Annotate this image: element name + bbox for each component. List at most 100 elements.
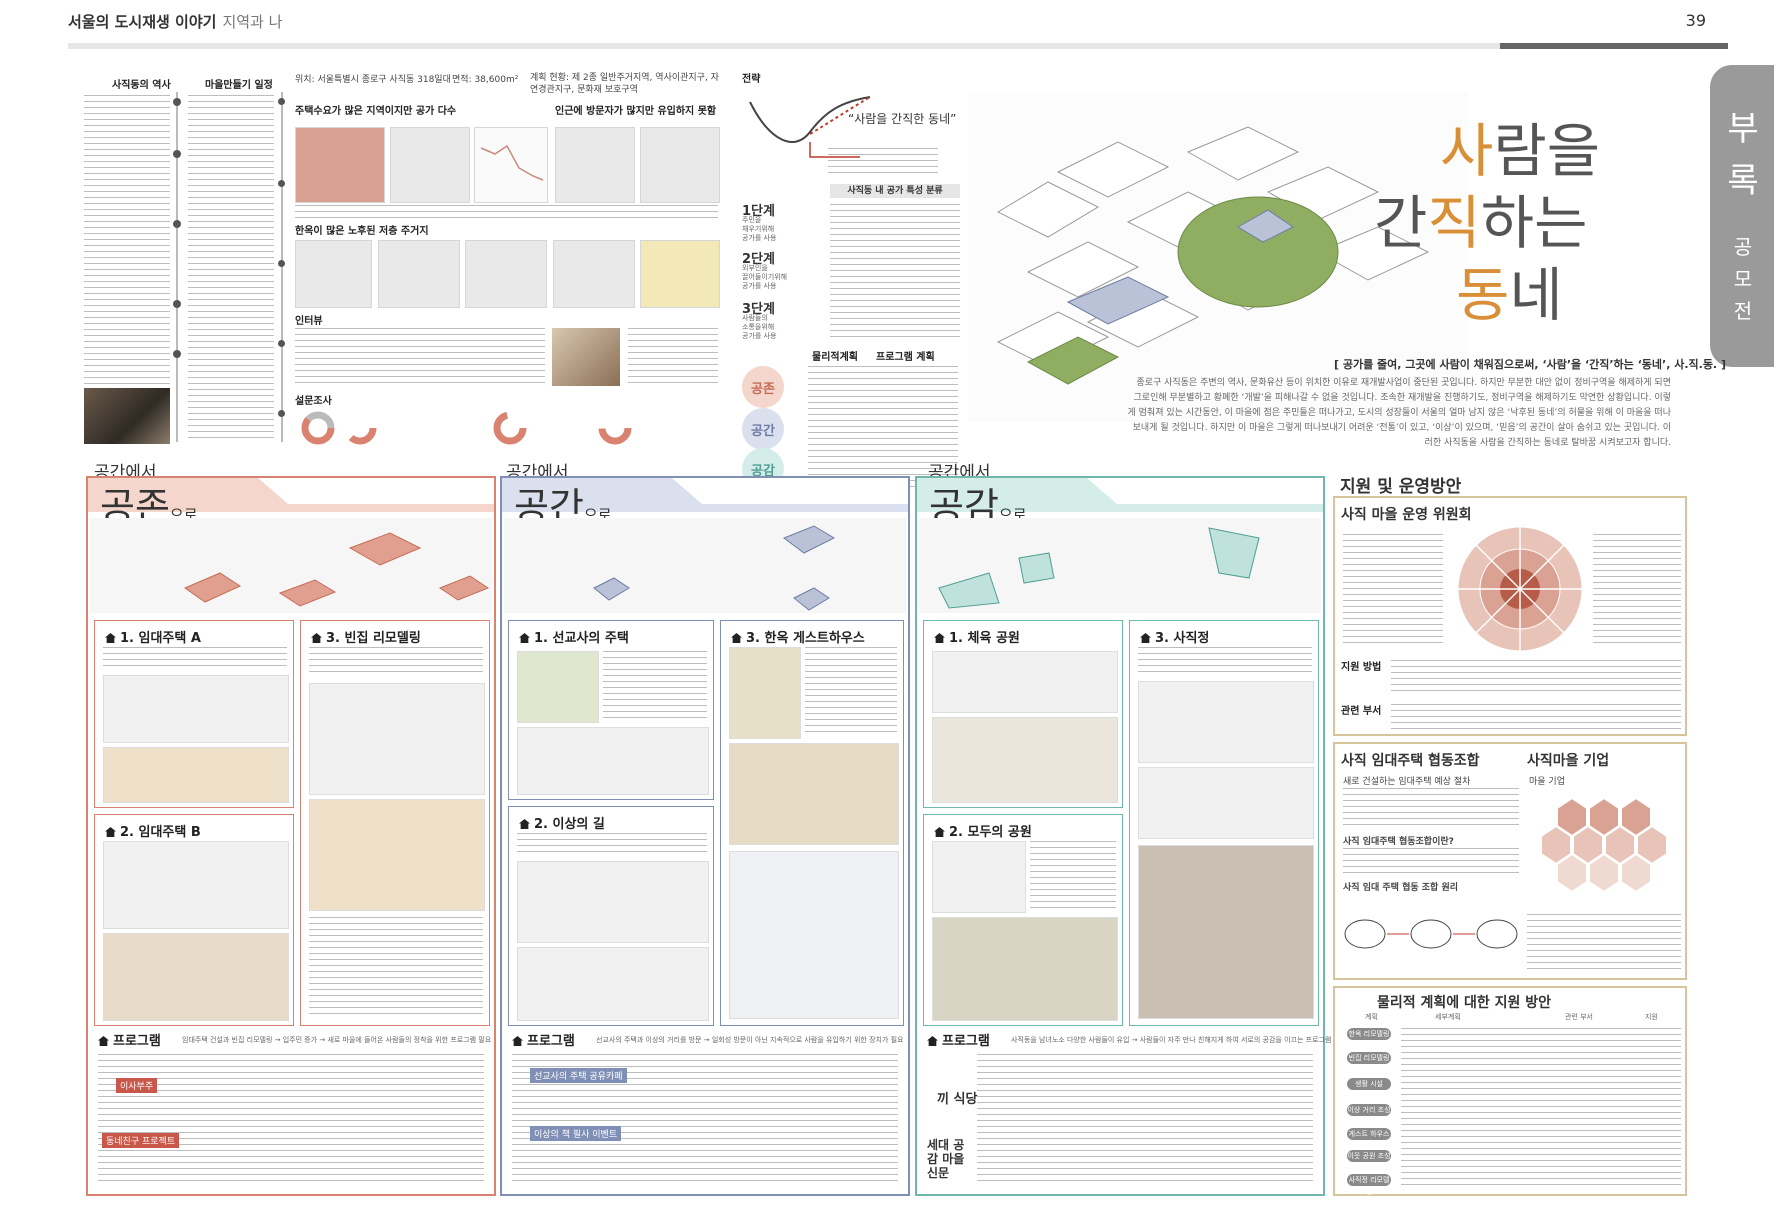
analysis-map <box>295 127 385 203</box>
park-perspective <box>932 917 1118 1021</box>
hero-title-line-3: 동네 <box>1456 261 1563 329</box>
hanok-plan-sketch <box>729 647 801 739</box>
side-tab-small-3: 전 <box>1733 299 1753 323</box>
analysis-map <box>465 240 547 308</box>
coop-title: 사직 임대주택 협동조합 <box>1341 753 1480 769</box>
book-title: 서울의 도시재생 이야기 <box>68 13 217 31</box>
running-header: 서울의 도시재생 이야기 지역과 나 <box>68 11 282 32</box>
house-icon <box>934 633 945 643</box>
analysis-section-2: 인근에 방문자가 많지만 유입하지 못함 <box>555 106 717 117</box>
sub-text <box>103 647 287 669</box>
schedule-dot <box>278 180 285 187</box>
panel1-program: 프로그램 <box>98 1030 161 1049</box>
village-schedule-title: 마을만들기 일정 <box>205 80 273 91</box>
section-sketch <box>517 727 709 795</box>
schedule-text <box>188 95 274 440</box>
house-icon <box>519 633 530 643</box>
program-label-2: 동네친구 프로젝트 <box>102 1133 180 1148</box>
schedule-dot <box>278 340 285 347</box>
coop-definition <box>1343 848 1519 874</box>
history-text <box>84 95 170 430</box>
phys-col-dept: 관련 부서 <box>1565 1013 1593 1021</box>
remodel-sketch <box>309 683 485 795</box>
program-label-1: 끼 식당 <box>937 1092 978 1107</box>
elevation-sketch <box>103 747 289 803</box>
hero-paragraph: 종로구 사직동은 주변의 역사, 문화유산 등이 위치한 이유로 재개발사업이 … <box>1127 378 1672 448</box>
trend-line <box>480 144 544 181</box>
stage-1-desc: 주민을 채우기위해 공가를 사용 <box>742 216 777 242</box>
panel-space: 공간으로 1. 선교사의 주택 2. 이상의 길 3. 한옥 게스트하우스 프로… <box>500 476 910 1196</box>
panel2-program: 프로그램 <box>512 1030 575 1049</box>
survey-title: 설문조사 <box>295 396 332 407</box>
program-label-1: 선교사의 주택 공유카페 <box>530 1068 627 1083</box>
sub-text <box>309 917 483 1017</box>
analysis-section-1: 주택수요가 많은 지역이지만 공가 다수 <box>295 106 457 117</box>
interview-title: 인터뷰 <box>295 316 323 327</box>
history-title: 사직동의 역사 <box>112 80 171 91</box>
analysis-map <box>390 127 470 203</box>
interview-text <box>628 328 718 386</box>
sub-hanok-guesthouse-title: 3. 한옥 게스트하우스 <box>746 631 865 646</box>
stage-3-desc: 사람들의 소통을위해 공가를 사용 <box>742 314 777 340</box>
analysis-map <box>555 127 635 203</box>
panel3-program: 프로그램 <box>927 1030 990 1049</box>
house-icon <box>1140 633 1151 643</box>
side-tab-big-2: 록 <box>1727 161 1759 201</box>
sub-yisang-road: 2. 이상의 길 <box>508 806 714 1026</box>
house-icon <box>105 827 116 837</box>
committee-notes <box>1343 534 1443 644</box>
floorplan-sketch <box>517 947 709 1021</box>
coop-question: 사직 임대주택 협동조합이란? <box>1343 837 1454 847</box>
phys-row-1: 한옥 리모델링 <box>1347 1028 1391 1040</box>
sub-everyone-park-title: 2. 모두의 공원 <box>949 825 1032 840</box>
panel2-header-shape <box>502 478 908 512</box>
sub-sajikjeong-title: 3. 사직정 <box>1155 631 1210 646</box>
side-tab-small-2: 모 <box>1733 267 1753 291</box>
analysis-graph <box>474 127 548 203</box>
sub-missionary-house-title: 1. 선교사의 주택 <box>534 631 629 646</box>
coop-steps <box>1343 788 1519 828</box>
village-biz-title: 사직마을 기업 <box>1527 753 1610 769</box>
site-plan-sketch <box>517 651 599 723</box>
page-number: 39 <box>1685 11 1706 30</box>
floorplan-sketch <box>103 675 289 743</box>
sub-hanok-guesthouse: 3. 한옥 게스트하우스 <box>720 620 904 1026</box>
sub-text <box>517 833 707 855</box>
sub-sports-park: 1. 체육 공원 <box>923 620 1123 808</box>
circle-coexist: 공존 <box>742 366 784 408</box>
hanok-detail-sketch <box>729 743 899 845</box>
route-map-sketch <box>1138 681 1314 763</box>
phys-row-3: 생활 시설 <box>1347 1078 1391 1090</box>
physical-support-title: 물리적 계획에 대한 지원 방안 <box>1377 995 1552 1011</box>
house-icon <box>105 633 116 643</box>
house-icon <box>512 1036 523 1046</box>
coop-cycle <box>1344 919 1518 949</box>
phys-row-7: 사직정 리모델링 <box>1347 1174 1391 1196</box>
program-text <box>977 1054 1313 1184</box>
stage-3: 3단계 <box>742 302 775 317</box>
sub-text <box>309 647 483 677</box>
panel-coexist: 공존으로 1. 임대주택 A 2. 임대주택 B 3. 빈집 리모델링 프로그램… <box>86 476 496 1196</box>
program-label-1: 이사부주 <box>116 1078 158 1093</box>
method-flow <box>1391 660 1681 692</box>
hero-title: 사람을 간직하는 동네 <box>1374 115 1740 331</box>
timeline-dot <box>173 220 181 228</box>
phys-col-plan: 계획 <box>1365 1013 1378 1021</box>
support-committee: 사직 마을 운영 위원회 지원 방법 관련 부서 <box>1333 496 1687 736</box>
house-icon <box>519 819 530 829</box>
panel1-map <box>90 518 492 613</box>
hero-title-line-2: 간직하는 <box>1374 189 1588 257</box>
support-physical: 물리적 계획에 대한 지원 방안 계획 세부계획 관련 부서 지원 한옥 리모델… <box>1333 986 1687 1196</box>
park-map-sketch <box>932 651 1118 713</box>
stage-2-desc: 외부인을 끌어들이기위해 공가를 사용 <box>742 264 788 290</box>
analysis-map <box>553 240 635 308</box>
space-type-list <box>830 204 960 340</box>
house-icon <box>927 1036 938 1046</box>
schedule-timeline <box>281 92 283 442</box>
dept-list <box>1391 704 1681 730</box>
header-rule <box>68 43 1728 49</box>
aerial-sketch <box>968 92 1468 422</box>
support-method: 지원 방법 <box>1341 662 1382 673</box>
phys-col-detail: 세부계획 <box>1435 1013 1461 1021</box>
